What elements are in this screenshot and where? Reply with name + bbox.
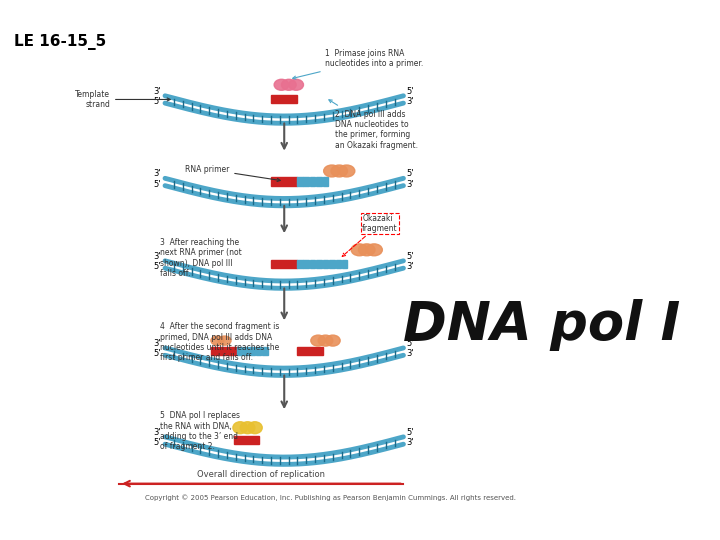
Text: 5': 5' (406, 170, 414, 179)
Bar (336, 260, 341, 268)
Text: 5': 5' (153, 349, 161, 358)
Text: RNA primer: RNA primer (185, 165, 280, 181)
Text: 2  DNA pol III adds
DNA nucleotides to
the primer, forming
an Okazaki fragment.: 2 DNA pol III adds DNA nucleotides to th… (329, 100, 418, 150)
Bar (297, 260, 302, 268)
Text: 5  DNA pol I replaces
the RNA with DNA,
adding to the 3’ end
of fragment 2.: 5 DNA pol I replaces the RNA with DNA, a… (161, 411, 240, 451)
Bar (323, 178, 328, 186)
Text: Overall direction of replication: Overall direction of replication (197, 470, 325, 479)
Text: 3': 3' (153, 339, 161, 348)
Ellipse shape (282, 79, 296, 90)
Ellipse shape (211, 336, 224, 345)
Ellipse shape (248, 422, 262, 434)
Bar (271, 260, 297, 268)
Text: 5': 5' (153, 97, 161, 106)
Bar (310, 260, 315, 268)
Ellipse shape (318, 335, 333, 346)
Text: 3': 3' (406, 438, 414, 447)
Bar (316, 260, 322, 268)
Text: 3': 3' (406, 180, 414, 188)
Text: 5': 5' (406, 87, 414, 96)
Text: 5': 5' (153, 438, 161, 447)
Bar (323, 260, 328, 268)
Bar (297, 347, 323, 355)
Text: 3': 3' (153, 87, 161, 96)
Text: 3  After reaching the
next RNA primer (not
shown), DNA pol III
falls off.: 3 After reaching the next RNA primer (no… (161, 238, 242, 278)
Text: 3': 3' (406, 262, 414, 271)
Text: 5': 5' (406, 428, 414, 437)
Bar (249, 347, 255, 355)
Ellipse shape (218, 336, 231, 345)
Ellipse shape (289, 79, 304, 90)
Ellipse shape (351, 244, 368, 256)
Bar (310, 178, 315, 186)
Bar (329, 260, 335, 268)
Text: 3': 3' (406, 97, 414, 106)
Bar (262, 347, 268, 355)
Bar (243, 347, 248, 355)
Ellipse shape (240, 422, 255, 434)
Bar (234, 436, 259, 444)
Text: 1  Primase joins RNA
nucleotides into a primer.: 1 Primase joins RNA nucleotides into a p… (293, 49, 424, 79)
Bar (304, 260, 309, 268)
Ellipse shape (331, 165, 348, 177)
Ellipse shape (274, 79, 289, 90)
Bar (297, 178, 302, 186)
Bar (211, 347, 237, 355)
Ellipse shape (311, 335, 325, 346)
Ellipse shape (325, 335, 340, 346)
Ellipse shape (338, 165, 355, 177)
Text: Okazaki
fragment: Okazaki fragment (342, 214, 397, 256)
Text: 3': 3' (153, 170, 161, 179)
Bar (256, 347, 261, 355)
Text: DNA pol I: DNA pol I (403, 299, 680, 351)
Bar (237, 347, 242, 355)
Text: LE 16-15_5: LE 16-15_5 (14, 35, 106, 50)
Text: 3': 3' (153, 428, 161, 437)
Bar (271, 178, 297, 186)
Text: Copyright © 2005 Pearson Education, Inc. Publishing as Pearson Benjamin Cummings: Copyright © 2005 Pearson Education, Inc.… (145, 494, 516, 501)
Ellipse shape (359, 244, 375, 256)
Text: 3': 3' (406, 349, 414, 358)
Bar (316, 178, 322, 186)
Ellipse shape (233, 422, 248, 434)
Text: 5': 5' (153, 180, 161, 188)
Bar (271, 95, 297, 103)
Text: Template
strand: Template strand (75, 90, 170, 109)
Bar (342, 260, 348, 268)
Ellipse shape (324, 165, 340, 177)
Bar (304, 178, 309, 186)
Text: 5': 5' (406, 339, 414, 348)
Ellipse shape (366, 244, 382, 256)
Text: 5': 5' (406, 252, 414, 261)
Text: 4  After the second fragment is
primed, DNA pol III adds DNA
nucleotides until i: 4 After the second fragment is primed, D… (161, 322, 280, 362)
Text: 3': 3' (153, 252, 161, 261)
Text: 5': 5' (153, 262, 161, 271)
